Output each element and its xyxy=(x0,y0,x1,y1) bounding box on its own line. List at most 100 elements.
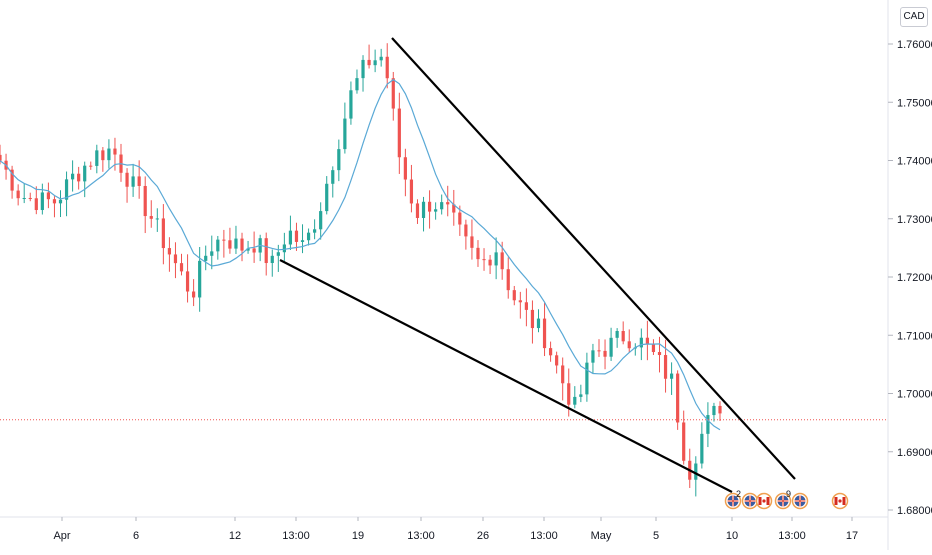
candle-body xyxy=(470,236,474,248)
candle-body xyxy=(228,240,232,249)
candle-body xyxy=(234,238,238,249)
candle-body xyxy=(46,192,51,200)
time-tick-label: 12 xyxy=(229,530,241,542)
time-tick-label: 19 xyxy=(352,530,364,542)
candle-body xyxy=(639,337,643,348)
candle-body xyxy=(488,259,492,266)
candle-body xyxy=(107,148,111,161)
time-tick-label: May xyxy=(591,530,612,542)
candle-body xyxy=(379,56,383,61)
candle-body xyxy=(609,337,613,357)
canada-flag-icon[interactable] xyxy=(831,492,849,510)
candle-body xyxy=(542,318,547,349)
candle-body xyxy=(101,150,105,161)
candle-body xyxy=(313,229,317,233)
candle-body xyxy=(325,183,329,212)
candle-body xyxy=(579,394,583,397)
candle-body xyxy=(40,192,44,211)
candle-body xyxy=(210,251,214,256)
candle-body xyxy=(530,309,535,329)
candle-body xyxy=(434,209,438,212)
candle-body xyxy=(137,176,141,186)
candle-body xyxy=(494,252,498,266)
candle-body xyxy=(331,170,335,184)
candle-body xyxy=(95,150,99,166)
candle-body xyxy=(718,405,722,414)
candle-body xyxy=(367,59,371,66)
price-tick-label: 1.71000 xyxy=(897,330,932,342)
candle-body xyxy=(397,108,401,158)
candle-body xyxy=(585,362,589,395)
event-count-label: 9 xyxy=(786,489,791,499)
candle-body xyxy=(276,252,280,256)
uk-flag-icon[interactable]: 2 xyxy=(724,489,742,510)
moving-average-layer xyxy=(0,78,721,431)
price-tick-label: 1.72000 xyxy=(897,272,932,284)
candle-body xyxy=(252,248,256,253)
trendline-upper[interactable] xyxy=(391,37,796,480)
candle-body xyxy=(669,373,674,379)
price-tick-label: 1.68000 xyxy=(897,505,932,517)
currency-label[interactable]: CAD xyxy=(900,7,928,27)
candle-body xyxy=(421,201,426,218)
price-axis[interactable]: 1.76000 1.75000 1.74000 1.73000 1.72000 1.710… xyxy=(888,39,932,517)
uk-flag-icon[interactable] xyxy=(791,492,809,510)
candle-body xyxy=(34,198,38,211)
price-tick-label: 1.75000 xyxy=(897,97,932,109)
candle-body xyxy=(113,148,117,155)
candle-body xyxy=(52,199,57,204)
trendlines-layer[interactable] xyxy=(0,37,888,493)
candle-body xyxy=(192,291,196,298)
candle-body xyxy=(294,230,299,242)
trendline-lower[interactable] xyxy=(279,259,733,493)
time-axis[interactable]: Apr 6 12 13:00 19 13:00 26 13:00 May 5 10 13:00 17 xyxy=(53,517,858,542)
time-tick-label: 10 xyxy=(726,530,738,542)
canada-flag-icon[interactable] xyxy=(755,492,773,510)
candle-body xyxy=(700,433,704,464)
candle-body xyxy=(385,56,389,79)
candle-body xyxy=(361,59,365,79)
candle-body xyxy=(246,248,250,251)
candle-body xyxy=(185,271,190,292)
time-tick-label: 6 xyxy=(133,530,139,542)
candle-body xyxy=(476,247,480,260)
uk-flag-icon[interactable] xyxy=(741,492,759,510)
candle-body xyxy=(694,463,698,480)
candle-body xyxy=(167,248,172,255)
candle-body xyxy=(125,172,129,187)
candle-body xyxy=(89,165,93,167)
candle-body xyxy=(524,302,528,310)
candle-body xyxy=(319,211,323,230)
price-tick-label: 1.76000 xyxy=(897,39,932,51)
candle-body xyxy=(373,60,377,66)
candle-body xyxy=(64,179,69,200)
candle-body xyxy=(22,197,26,199)
candle-body xyxy=(403,157,407,180)
candle-body xyxy=(567,383,571,405)
candle-body xyxy=(615,331,619,338)
candle-body xyxy=(58,199,63,204)
candle-body xyxy=(657,352,662,356)
candle-body xyxy=(10,169,14,191)
candle-body xyxy=(349,90,353,119)
candle-body xyxy=(548,348,553,356)
candle-body xyxy=(222,239,226,241)
candle-body xyxy=(409,179,414,204)
price-tick-label: 1.70000 xyxy=(897,389,932,401)
candle-body xyxy=(149,216,153,219)
candle-body xyxy=(464,224,468,237)
candle-body xyxy=(300,240,305,242)
candle-body xyxy=(355,78,359,91)
uk-flag-icon[interactable]: 9 xyxy=(774,489,792,510)
moving-average-line xyxy=(0,78,721,431)
candle-body xyxy=(337,149,341,171)
candle-body xyxy=(179,263,184,272)
candle-body xyxy=(343,118,347,150)
candle-body xyxy=(161,218,165,249)
candle-body xyxy=(282,244,286,253)
price-tick-label: 1.73000 xyxy=(897,214,932,226)
